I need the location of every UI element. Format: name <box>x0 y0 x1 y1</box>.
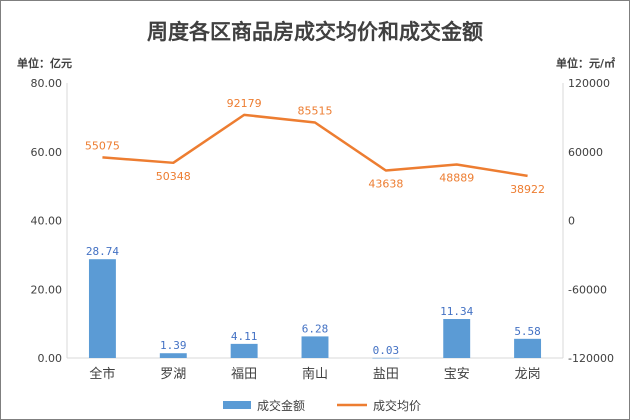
plot-area: 0.00 20.00 40.00 60.00 80.00 -120000 -60000 0 60… <box>31 77 614 382</box>
bar-1 <box>159 353 187 358</box>
legend: 成交金额 成交均价 <box>223 398 421 413</box>
bar-6 <box>514 338 542 358</box>
bar-5 <box>443 319 471 358</box>
category-label: 南山 <box>302 366 328 382</box>
category-label: 龙岗 <box>515 367 541 382</box>
line-data-label: 85515 <box>298 105 333 118</box>
bar-data-label: 6.28 <box>302 322 329 335</box>
legend-line-label: 成交均价 <box>373 398 421 413</box>
bar-data-label: 11.34 <box>440 305 473 318</box>
left-tick-label: 80.00 <box>31 77 63 90</box>
bar-2 <box>230 343 258 358</box>
category-label: 罗湖 <box>160 367 186 382</box>
right-tick-label: 120000 <box>568 77 610 90</box>
left-tick-label: 60.00 <box>31 146 63 159</box>
chart-title: 周度各区商品房成交均价和成交金额 <box>147 19 483 44</box>
line-data-label: 48889 <box>439 171 474 184</box>
line-data-label: 43638 <box>368 177 403 190</box>
category-label: 宝安 <box>444 367 470 382</box>
bar-data-label: 1.39 <box>160 339 187 352</box>
left-axis-unit: 单位：亿元 <box>17 56 72 70</box>
right-tick-label: -60000 <box>568 283 607 296</box>
line-data-label: 92179 <box>227 97 262 110</box>
category-label: 福田 <box>231 367 257 382</box>
category-label: 全市 <box>89 366 115 382</box>
category-label: 盐田 <box>373 367 399 382</box>
legend-bar-swatch <box>223 401 251 409</box>
bar-3 <box>301 336 329 358</box>
left-tick-label: 40.00 <box>31 215 63 228</box>
legend-bar-label: 成交金额 <box>257 398 305 413</box>
bar-data-label: 0.03 <box>373 344 400 357</box>
bar-data-label: 5.58 <box>514 325 541 338</box>
right-axis-unit: 单位：元/㎡ <box>556 56 615 70</box>
bar-0 <box>88 259 116 358</box>
price-line <box>102 113 528 178</box>
bar-4 <box>372 357 400 359</box>
left-tick-label: 20.00 <box>31 283 63 296</box>
line-data-label: 55075 <box>85 139 120 152</box>
right-tick-label: -120000 <box>568 352 614 365</box>
bar-data-label: 28.74 <box>86 245 119 258</box>
left-tick-label: 0.00 <box>38 352 63 365</box>
right-tick-label: 0 <box>568 215 575 228</box>
line-data-label: 50348 <box>156 170 191 183</box>
line-data-label: 38922 <box>510 183 545 196</box>
right-tick-label: 60000 <box>568 146 603 159</box>
bar-data-label: 4.11 <box>231 330 258 343</box>
